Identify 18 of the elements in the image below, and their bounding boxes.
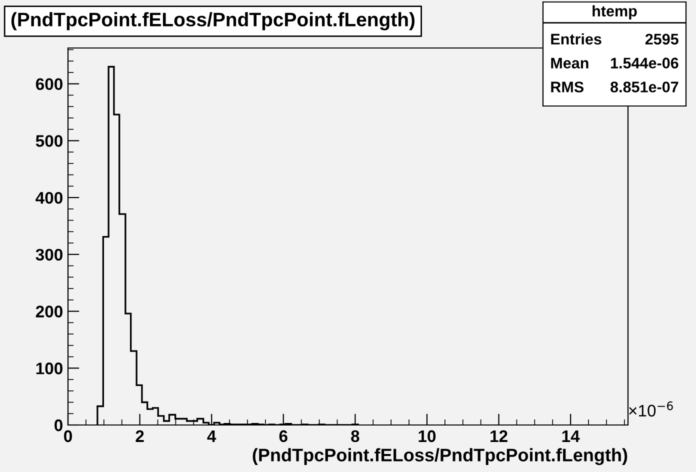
x-tick-label: 14 [562, 430, 580, 442]
y-tick-label: 300 [36, 248, 62, 261]
y-tick-label: 0 [54, 419, 62, 432]
x-tick-label: 2 [136, 430, 144, 442]
x-tick-label: 8 [351, 430, 360, 442]
chart-title: (PndTpcPoint.fELoss/PndTpcPoint.fLength) [11, 12, 415, 30]
x-tick-label: 12 [490, 430, 508, 442]
y-tick-label: 200 [36, 306, 62, 318]
text: ×10$^{−6}$ [629, 401, 673, 417]
x-tick-label: 10 [418, 430, 436, 442]
x-axis-title: (PndTpcPoint.fELoss/PndTpcPoint.fLength) [252, 448, 628, 466]
x-tick-label: 0 [64, 430, 72, 442]
x-tick-label: 6 [279, 430, 288, 442]
y-tick-label: 100 [36, 362, 62, 374]
y-tick-label: 500 [36, 135, 62, 147]
x-tick-label: 4 [207, 430, 216, 442]
y-tick-label: 400 [36, 192, 62, 204]
y-tick-label: 600 [36, 78, 62, 90]
